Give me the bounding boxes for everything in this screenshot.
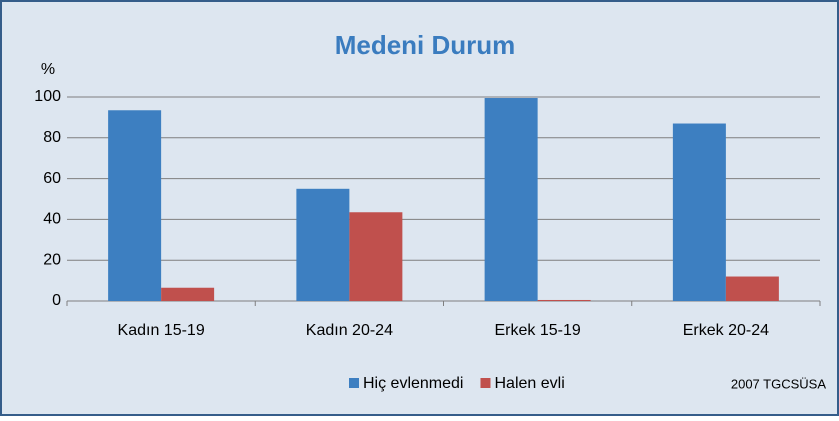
bar <box>672 123 726 302</box>
legend-label: Hiç evlenmedi <box>363 375 463 392</box>
x-tick-label: Erkek 20-24 <box>683 322 769 339</box>
bar <box>349 212 403 301</box>
y-axis-label: % <box>41 61 55 78</box>
legend-swatch <box>480 378 491 388</box>
legend-label: Halen evli <box>494 375 564 392</box>
y-tick-label: 0 <box>52 292 61 309</box>
x-tick-label: Kadın 20-24 <box>306 322 393 339</box>
bar <box>161 287 215 301</box>
chart-title: Medeni Durum <box>335 30 516 60</box>
y-tick-label: 80 <box>43 129 61 146</box>
bar <box>725 276 779 301</box>
x-tick-label: Erkek 15-19 <box>494 322 580 339</box>
bar <box>108 110 162 301</box>
bar <box>484 98 538 302</box>
annotation: 2007 TGCSÜSA <box>731 376 826 391</box>
y-tick-label: 40 <box>43 211 61 228</box>
y-tick-label: 60 <box>43 170 61 187</box>
x-tick-label: Kadın 15-19 <box>118 322 205 339</box>
y-tick-label: 100 <box>34 88 61 105</box>
legend-swatch <box>349 378 359 388</box>
y-tick-label: 20 <box>43 251 61 268</box>
bar <box>296 188 350 301</box>
bar <box>537 299 591 301</box>
